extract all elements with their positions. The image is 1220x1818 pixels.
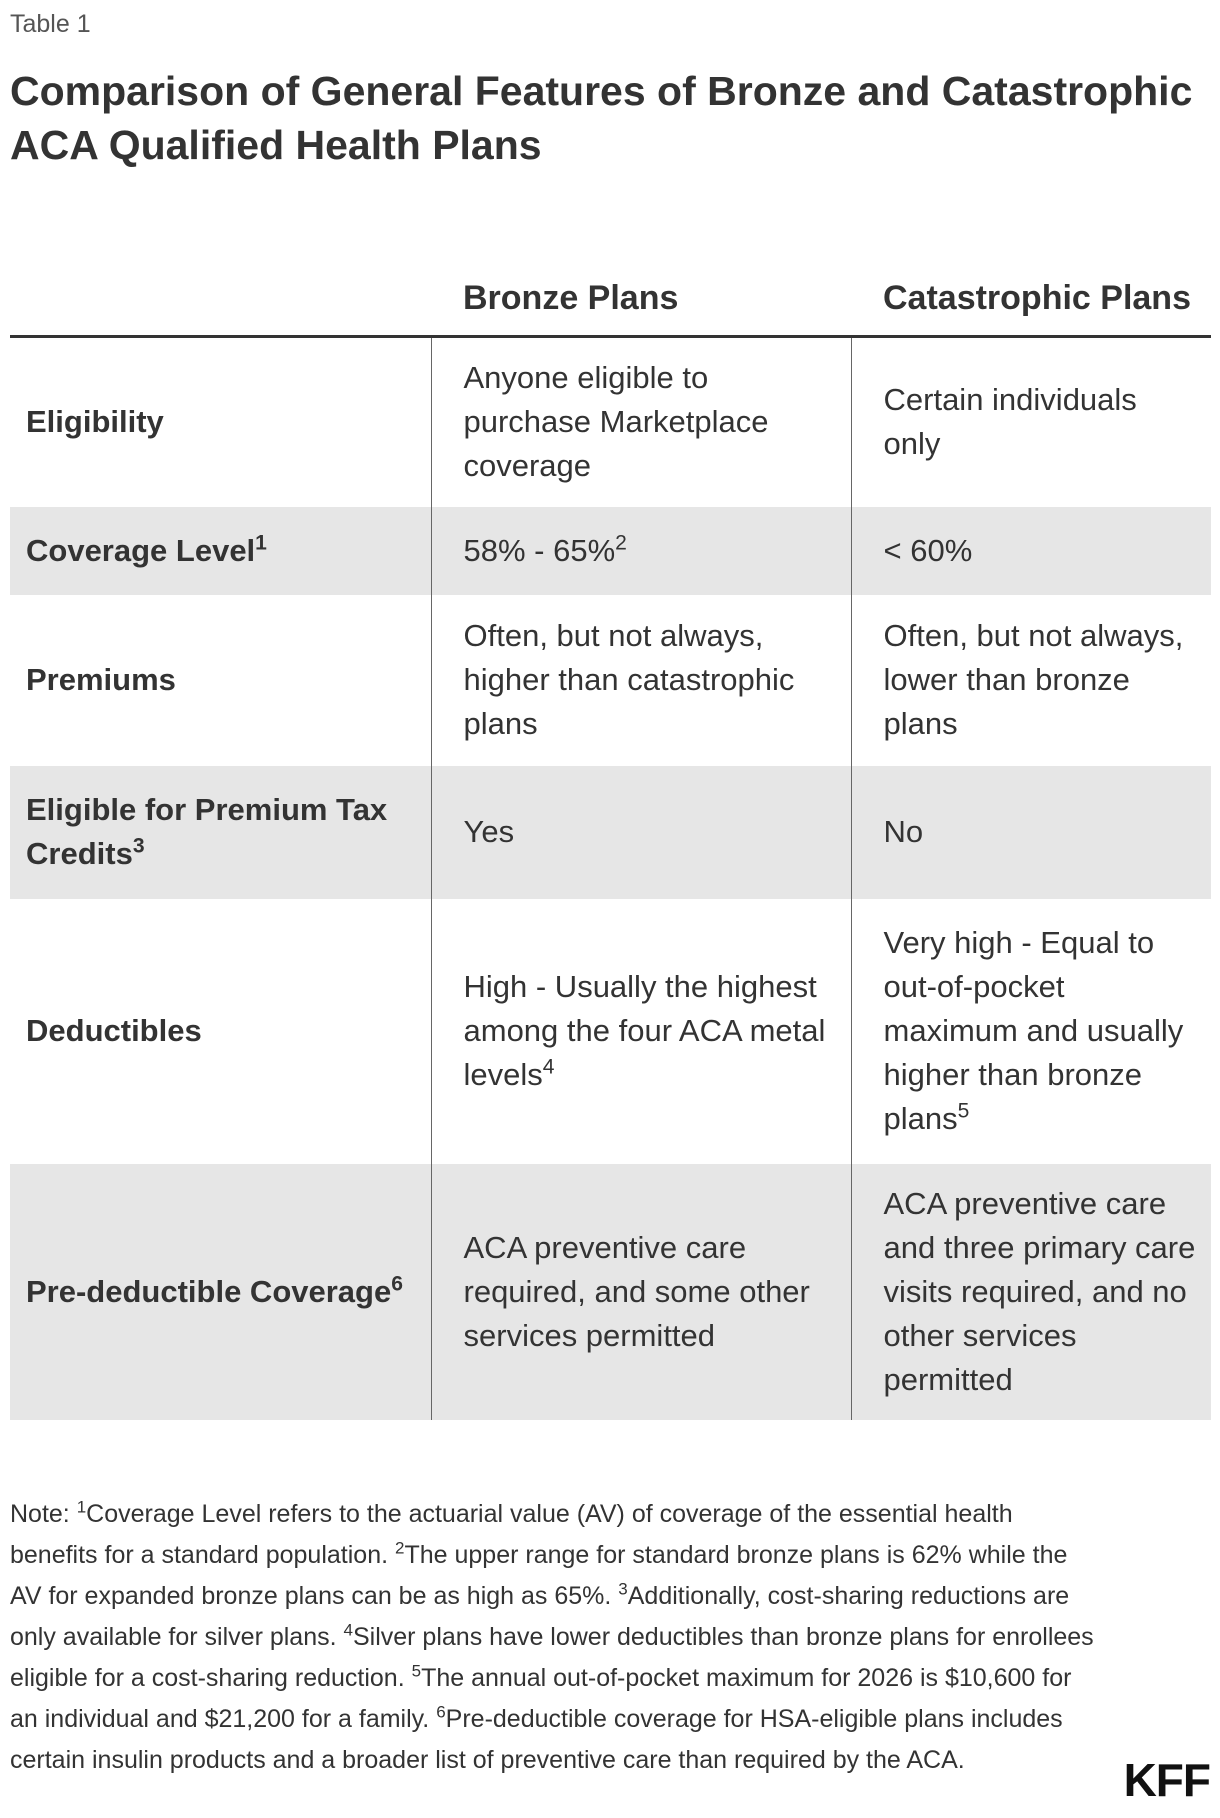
- row-label-eligibility: Eligibility: [26, 404, 164, 440]
- table-row: Premiums Often, but not always, higher t…: [10, 594, 1211, 766]
- note-text: The upper range for standard bronze plan…: [10, 1541, 1068, 1610]
- row-label-pre-deductible-coverage: Pre-deductible Coverage6: [10, 1163, 431, 1420]
- row-label-premiums: Premiums: [26, 662, 176, 697]
- header-bronze-plans: Bronze Plans: [431, 216, 851, 338]
- note-text: Coverage Level refers to the actuarial v…: [10, 1500, 1013, 1569]
- header-catastrophic-plans: Catastrophic Plans: [851, 216, 1211, 338]
- cell-catastrophic-eligibility: Certain individuals only: [850, 336, 1211, 507]
- row-label-deductibles: Deductibles: [26, 1013, 202, 1048]
- note-sup: 1: [76, 1497, 87, 1517]
- note-sup: 6: [436, 1702, 446, 1722]
- cell-bronze-premium-tax-credits: Yes: [430, 765, 851, 899]
- table-row: Deductibles High - Usually the highest a…: [10, 898, 1211, 1164]
- table-row: Eligible for Premium Tax Credits3 Yes No: [10, 765, 1211, 899]
- table-title: Comparison of General Features of Bronze…: [10, 68, 1193, 168]
- table-row: Coverage Level1 58% - 65%2 < 60%: [10, 506, 1211, 595]
- kff-logo: KFF: [1123, 1754, 1211, 1806]
- row-label-premium-tax-credits: Eligible for Premium Tax Credits3: [10, 765, 431, 899]
- cell-bronze-pre-deductible-coverage: ACA preventive care required, and some o…: [430, 1163, 851, 1420]
- cell-bronze-coverage-level: 58% - 65%2: [430, 506, 851, 595]
- row-label-coverage-level: Coverage Level1: [10, 506, 431, 595]
- cell-catastrophic-pre-deductible-coverage: ACA preventive care and three primary ca…: [850, 1163, 1211, 1420]
- table-note: Note: 1Coverage Level refers to the actu…: [10, 1494, 1100, 1781]
- header-blank: [10, 216, 431, 338]
- table-label: Table 1: [10, 10, 91, 38]
- cell-bronze-deductibles: High - Usually the highest among the fou…: [430, 898, 851, 1164]
- comparison-table: Bronze Plans Catastrophic Plans Eligibil…: [10, 216, 1211, 1420]
- note-text: Pre-deductible coverage for HSA-eligible…: [10, 1705, 1063, 1774]
- note-sup: 2: [395, 1538, 405, 1558]
- table-row: Eligibility Anyone eligible to purchase …: [10, 336, 1211, 507]
- cell-catastrophic-premiums: Often, but not always, lower than bronze…: [850, 594, 1211, 766]
- note-text: Silver plans have lower deductibles than…: [10, 1623, 1094, 1692]
- note-sup: 3: [618, 1579, 628, 1599]
- cell-bronze-premiums: Often, but not always, higher than catas…: [430, 594, 851, 766]
- cell-catastrophic-premium-tax-credits: No: [850, 765, 1211, 899]
- note-text: Additionally, cost-sharing reductions ar…: [10, 1582, 1070, 1651]
- cell-catastrophic-coverage-level: < 60%: [850, 506, 1211, 595]
- cell-bronze-eligibility: Anyone eligible to purchase Marketplace …: [430, 336, 851, 507]
- note-prefix: Note:: [10, 1500, 77, 1528]
- table-row: Pre-deductible Coverage6 ACA preventive …: [10, 1163, 1211, 1420]
- note-sup: 4: [343, 1620, 353, 1640]
- header-row: Bronze Plans Catastrophic Plans: [10, 216, 1211, 338]
- note-sup: 5: [411, 1661, 422, 1681]
- note-text: The annual out-of-pocket maximum for 202…: [10, 1664, 1072, 1733]
- cell-catastrophic-deductibles: Very high - Equal to out-of-pocket maxim…: [850, 898, 1211, 1164]
